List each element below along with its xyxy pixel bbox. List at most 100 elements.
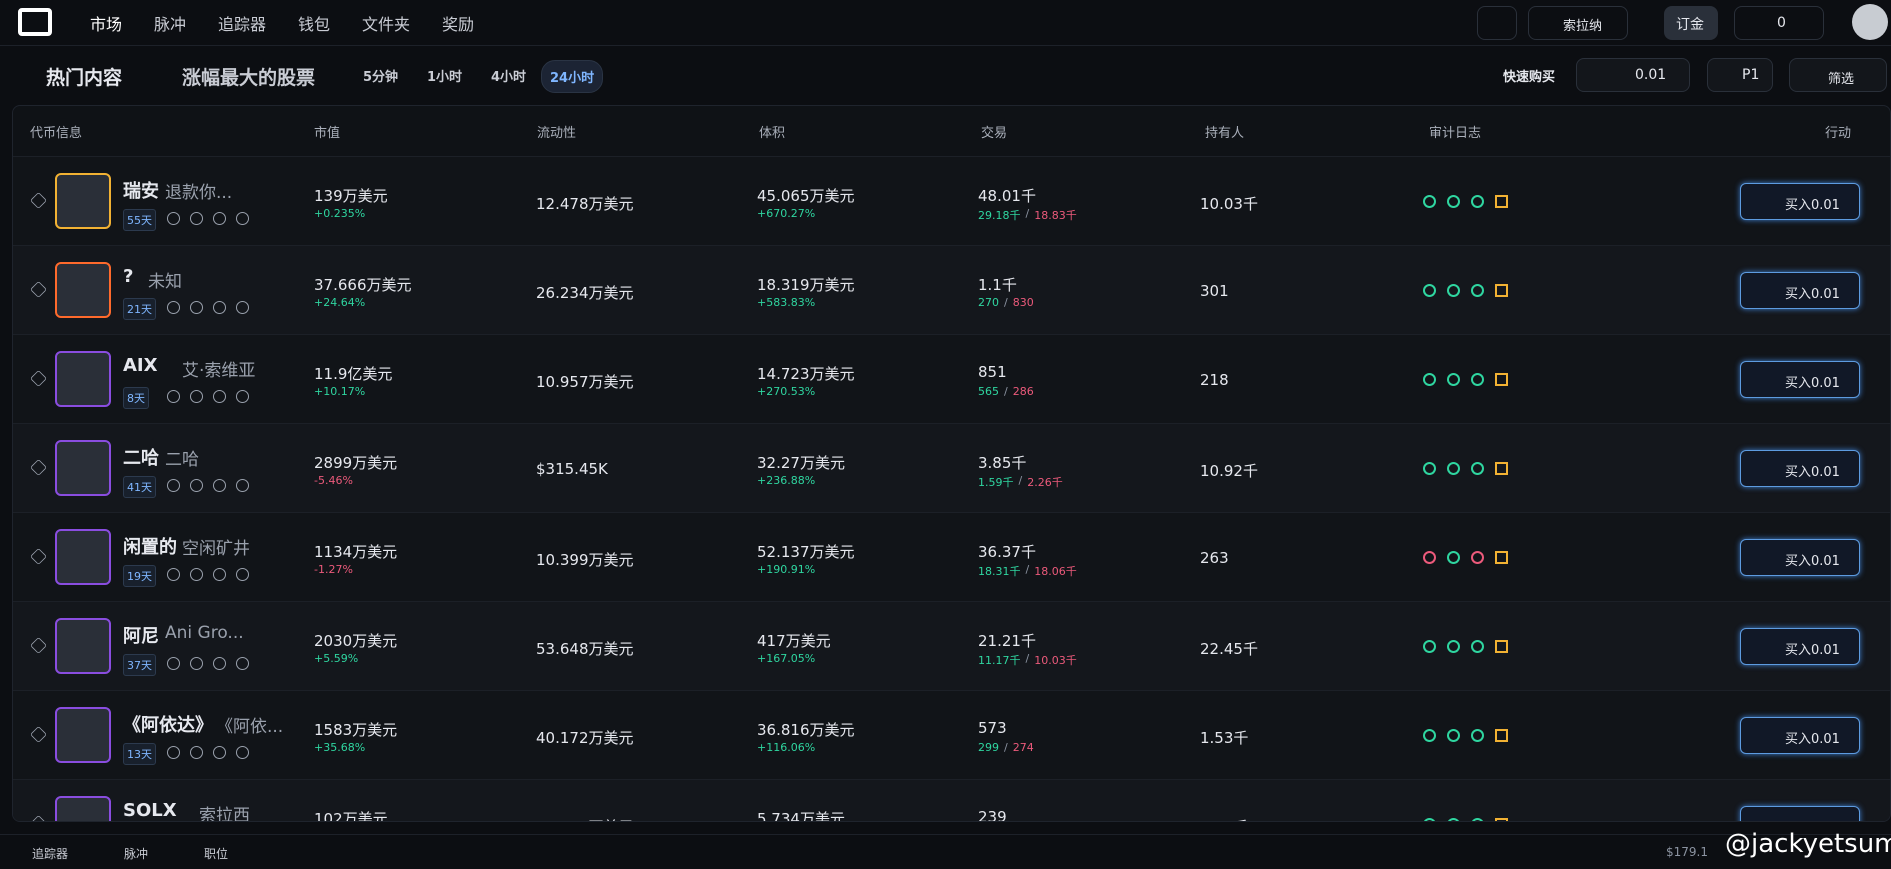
social-icon[interactable] xyxy=(213,746,226,759)
social-icon[interactable] xyxy=(236,301,249,314)
social-icon[interactable] xyxy=(190,212,203,225)
token-row[interactable]: 阿尼 Ani Gro... 37天 2030万美元 +5.59% 53.648万美元 417… xyxy=(13,601,1890,690)
deposit-button[interactable]: 订金 xyxy=(1664,6,1718,40)
nav-link[interactable]: 市场 xyxy=(90,15,123,34)
column-header: 审计日志 xyxy=(1429,126,1482,141)
nav-link[interactable]: 文件夹 xyxy=(362,15,411,34)
sol-price: $179.1 xyxy=(1666,845,1708,859)
token-symbol: 瑞安 xyxy=(123,181,159,202)
social-icon[interactable] xyxy=(167,479,180,492)
token-name: 退款你... xyxy=(165,183,233,203)
social-icon[interactable] xyxy=(236,746,249,759)
social-icon[interactable] xyxy=(236,568,249,581)
search-button[interactable] xyxy=(1477,6,1517,40)
transactions: 851 xyxy=(978,363,1007,381)
timeframe-tab[interactable]: 5分钟 xyxy=(363,70,399,85)
social-icon[interactable] xyxy=(213,212,226,225)
social-icon[interactable] xyxy=(190,390,203,403)
buy-button[interactable]: 买入0.01 xyxy=(1740,806,1860,821)
token-row[interactable]: 《阿依达》 《阿依... 13天 1583万美元 +35.68% 40.172万美元 36.… xyxy=(13,690,1890,779)
amount-input[interactable]: 0.01 xyxy=(1576,58,1690,92)
nav-link[interactable]: 钱包 xyxy=(298,15,331,34)
buy-button[interactable]: 买入0.01 xyxy=(1740,717,1860,754)
star-button[interactable] xyxy=(30,726,47,743)
hot-tab[interactable]: 热门内容 xyxy=(46,67,123,89)
token-row[interactable]: SOLX 索拉西 102万美元 11.504万美元 5.734万美元 239 7.53千 买入… xyxy=(13,779,1890,821)
social-icon[interactable] xyxy=(167,212,180,225)
holders: 7.53千 xyxy=(1200,816,1248,821)
audit-icon xyxy=(1495,551,1508,564)
social-icon[interactable] xyxy=(190,657,203,670)
token-row[interactable]: AIX 艾·索维亚 8天 11.9亿美元 +10.17% 10.957万美元 14.723万… xyxy=(13,334,1890,423)
footer-tab[interactable]: 职位 xyxy=(204,847,229,861)
token-avatar xyxy=(55,173,111,229)
logo[interactable] xyxy=(18,8,52,36)
token-age: 37天 xyxy=(123,654,156,676)
chain-select[interactable]: 索拉纳 xyxy=(1528,6,1628,40)
token-row[interactable]: 瑞安 退款你... 55天 139万美元 +0.235% 12.478万美元 45.065万… xyxy=(13,156,1890,245)
buy-button[interactable]: 买入0.01 xyxy=(1740,183,1860,220)
token-avatar xyxy=(55,529,111,585)
token-row[interactable]: ? 未知 21天 37.666万美元 +24.64% 26.234万美元 18.319万美元… xyxy=(13,245,1890,334)
social-icon[interactable] xyxy=(167,568,180,581)
timeframe-tab[interactable]: 4小时 xyxy=(491,70,527,85)
token-symbol: SOLX xyxy=(123,800,177,821)
social-icon[interactable] xyxy=(236,479,249,492)
star-button[interactable] xyxy=(30,459,47,476)
star-button[interactable] xyxy=(30,637,47,654)
buy-button[interactable]: 买入0.01 xyxy=(1740,450,1860,487)
star-button[interactable] xyxy=(30,548,47,565)
buy-button[interactable]: 买入0.01 xyxy=(1740,361,1860,398)
footer-tab[interactable]: 脉冲 xyxy=(124,847,149,861)
preset-button[interactable]: P1 xyxy=(1707,58,1773,92)
wallet-balance[interactable]: 0 xyxy=(1734,6,1824,40)
social-icon[interactable] xyxy=(167,301,180,314)
gainers-tab[interactable]: 涨幅最大的股票 xyxy=(182,67,316,89)
social-icon[interactable] xyxy=(167,657,180,670)
audit-icon xyxy=(1423,729,1436,742)
social-icon[interactable] xyxy=(236,390,249,403)
footer-tab[interactable]: 追踪器 xyxy=(32,847,69,861)
nav-link[interactable]: 追踪器 xyxy=(218,15,267,34)
social-icon[interactable] xyxy=(190,301,203,314)
buy-sell-counts: 11.17千 / 10.03千 xyxy=(978,652,1077,668)
social-icon[interactable] xyxy=(236,212,249,225)
buy-button[interactable]: 买入0.01 xyxy=(1740,628,1860,665)
social-icon[interactable] xyxy=(190,568,203,581)
social-icon[interactable] xyxy=(213,568,226,581)
liquidity: 53.648万美元 xyxy=(536,640,634,658)
toolbar: 热门内容 涨幅最大的股票 5分钟 1小时 4小时 24小时 快速购买 0.01 P1 … xyxy=(0,46,1891,106)
social-icon[interactable] xyxy=(167,746,180,759)
star-button[interactable] xyxy=(30,281,47,298)
token-table: 代币信息 市值 流动性 体积 交易 持有人 审计日志 行动 瑞安 退款你... 55天 139万美元 +… xyxy=(12,105,1891,822)
social-icon[interactable] xyxy=(190,479,203,492)
buy-button[interactable]: 买入0.01 xyxy=(1740,539,1860,576)
social-icon[interactable] xyxy=(213,479,226,492)
avatar[interactable] xyxy=(1852,4,1888,40)
nav-link[interactable]: 脉冲 xyxy=(154,15,187,34)
audit-icon xyxy=(1495,640,1508,653)
nav-link[interactable]: 奖励 xyxy=(442,15,475,34)
social-icon[interactable] xyxy=(213,390,226,403)
social-icon[interactable] xyxy=(213,301,226,314)
timeframe-tab[interactable]: 24小时 xyxy=(541,60,604,93)
transactions: 1.1千 xyxy=(978,276,1017,294)
social-icon[interactable] xyxy=(236,657,249,670)
social-icon[interactable] xyxy=(213,657,226,670)
social-icon[interactable] xyxy=(190,746,203,759)
txn-buys: 29.18千 xyxy=(978,209,1021,222)
top-nav: 市场 脉冲 追踪器 钱包 文件夹 奖励 索拉纳 订金 0 xyxy=(0,0,1891,46)
token-row[interactable]: 闲置的 空闲矿井 19天 1134万美元 -1.27% 10.399万美元 52.137万美… xyxy=(13,512,1890,601)
transactions: 573 xyxy=(978,719,1007,737)
filter-button[interactable]: 筛选 xyxy=(1789,58,1887,92)
buy-sell-counts: 299 / 274 xyxy=(978,741,1034,754)
volume-change: +583.83% xyxy=(757,296,816,309)
buy-button[interactable]: 买入0.01 xyxy=(1740,272,1860,309)
timeframe-tab[interactable]: 1小时 xyxy=(427,70,463,85)
social-icon[interactable] xyxy=(167,390,180,403)
star-button[interactable] xyxy=(30,192,47,209)
column-header: 代币信息 xyxy=(30,126,83,141)
star-button[interactable] xyxy=(30,815,47,821)
token-row[interactable]: 二哈 二哈 41天 2899万美元 -5.46% $315.45K 32.27万美元 +236… xyxy=(13,423,1890,512)
star-button[interactable] xyxy=(30,370,47,387)
